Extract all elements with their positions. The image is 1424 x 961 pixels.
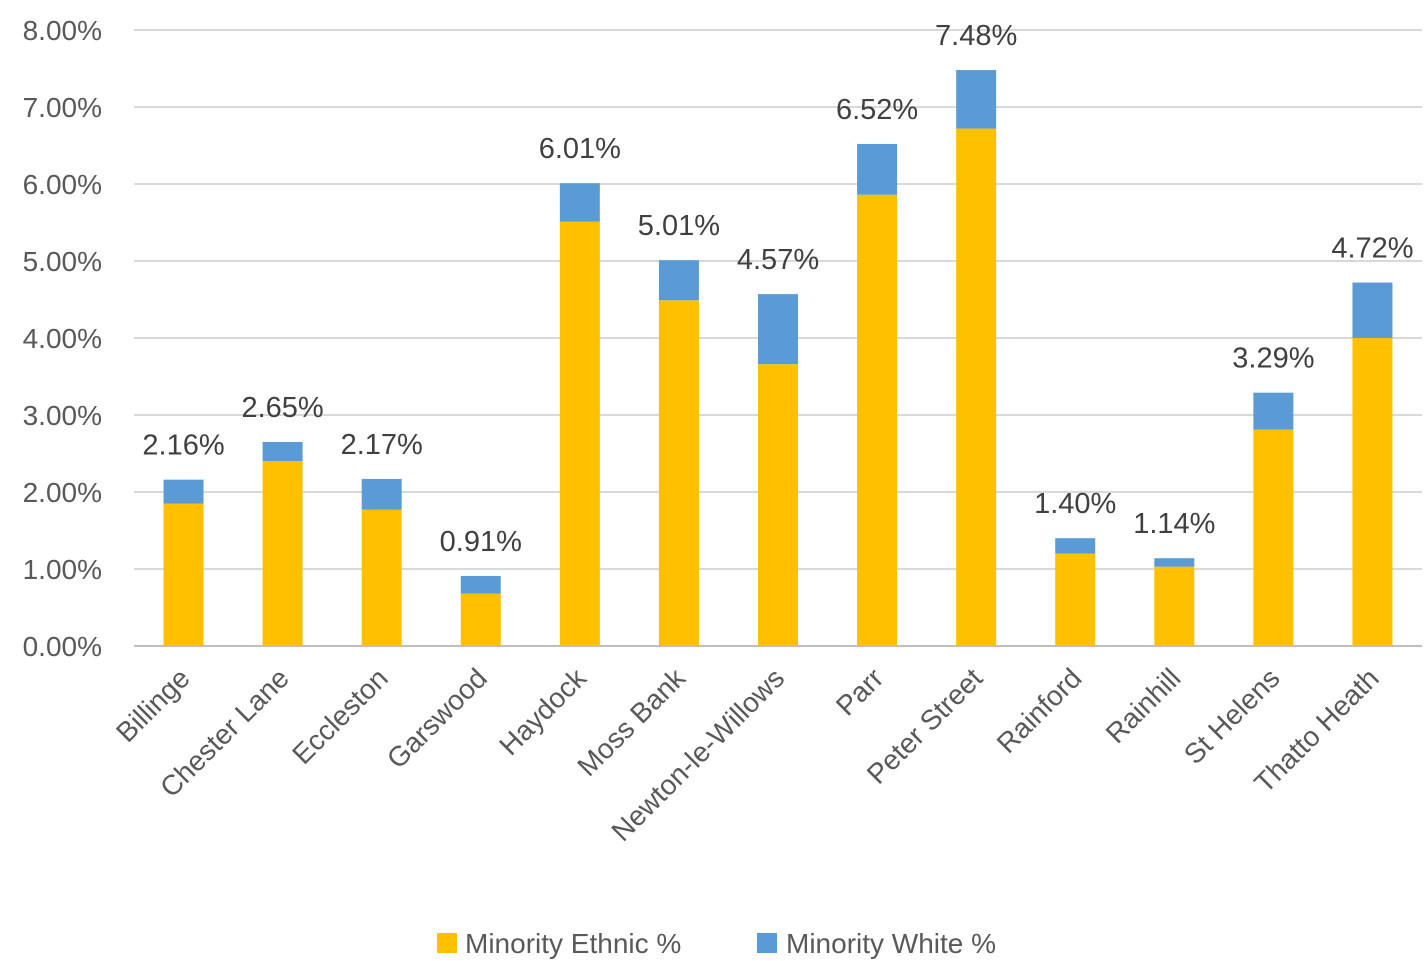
y-tick-label: 1.00% <box>23 554 102 585</box>
total-data-label: 7.48% <box>935 20 1017 52</box>
y-tick-label: 2.00% <box>23 477 102 508</box>
total-data-label: 6.52% <box>836 94 918 126</box>
total-data-label: 1.40% <box>1034 488 1116 520</box>
total-data-label: 4.72% <box>1331 233 1413 265</box>
y-tick-label: 3.00% <box>23 400 102 431</box>
x-category-label: Garswood <box>381 662 493 774</box>
data-labels: 2.16% 2.65% 2.17% 0.91% 6.01% 5.01% 4.57% 6.52%… <box>142 20 1413 558</box>
total-data-label: 1.14% <box>1133 508 1215 540</box>
legend-swatch-minority-ethnic <box>437 933 457 953</box>
bar-minority-ethnic <box>1154 566 1195 646</box>
y-tick-label: 7.00% <box>23 92 102 123</box>
bar-minority-ethnic <box>460 593 501 646</box>
y-tick-label: 5.00% <box>23 246 102 277</box>
bar-minority-ethnic <box>658 300 699 646</box>
legend: Minority Ethnic % Minority White % <box>437 928 996 959</box>
x-category-label: Haydock <box>493 662 593 762</box>
bar-minority-ethnic <box>758 364 798 646</box>
bar-minority-white <box>163 479 204 504</box>
total-data-label: 6.01% <box>539 133 621 165</box>
y-tick-label: 0.00% <box>23 631 102 662</box>
bar-minority-white <box>857 143 898 195</box>
x-category-label: Rainford <box>991 662 1088 759</box>
bar-minority-ethnic <box>857 194 898 646</box>
x-category-label: Newton-le-Willows <box>605 662 790 847</box>
legend-label-minority-white: Minority White % <box>786 928 996 959</box>
bars <box>163 70 1393 647</box>
x-category-label: St Helens <box>1178 662 1286 770</box>
bar-minority-white <box>559 183 600 222</box>
bar-minority-ethnic <box>1253 429 1294 646</box>
y-tick-label: 4.00% <box>23 323 102 354</box>
total-data-label: 5.01% <box>638 210 720 242</box>
bar-minority-ethnic <box>163 503 204 646</box>
total-data-label: 2.16% <box>142 430 224 462</box>
bar-minority-ethnic <box>361 509 402 646</box>
legend-swatch-minority-white <box>757 933 777 953</box>
total-data-label: 2.65% <box>241 392 323 424</box>
total-data-label: 4.57% <box>737 244 819 276</box>
y-tick-label: 6.00% <box>23 169 102 200</box>
x-category-label: Rainhill <box>1100 662 1187 749</box>
bar-minority-ethnic <box>956 128 997 646</box>
bar-minority-white <box>460 575 501 594</box>
bar-minority-white <box>361 478 402 510</box>
bar-minority-ethnic <box>1352 338 1393 646</box>
y-axis: 0.00% 1.00% 2.00% 3.00% 4.00% 5.00% 6.00% 7.00%… <box>23 15 102 662</box>
total-data-label: 3.29% <box>1232 343 1314 375</box>
bar-minority-white <box>758 294 798 365</box>
x-category-label: Parr <box>830 662 889 721</box>
x-category-label: Eccleston <box>286 662 394 770</box>
x-category-label: Billinge <box>110 662 196 748</box>
total-data-label: 0.91% <box>440 526 522 558</box>
bar-minority-white <box>1253 392 1294 430</box>
bar-minority-ethnic <box>559 221 600 647</box>
bar-minority-white <box>262 441 303 462</box>
bar-minority-ethnic <box>262 461 303 646</box>
legend-label-minority-ethnic: Minority Ethnic % <box>465 928 681 959</box>
bar-minority-white <box>1055 538 1096 554</box>
bar-minority-white <box>658 260 699 301</box>
total-data-label: 2.17% <box>341 429 423 461</box>
bar-minority-ethnic <box>1055 553 1096 646</box>
bar-minority-white <box>956 70 997 129</box>
bar-minority-white <box>1352 282 1393 338</box>
y-tick-label: 8.00% <box>23 15 102 46</box>
bar-minority-white <box>1154 558 1195 567</box>
